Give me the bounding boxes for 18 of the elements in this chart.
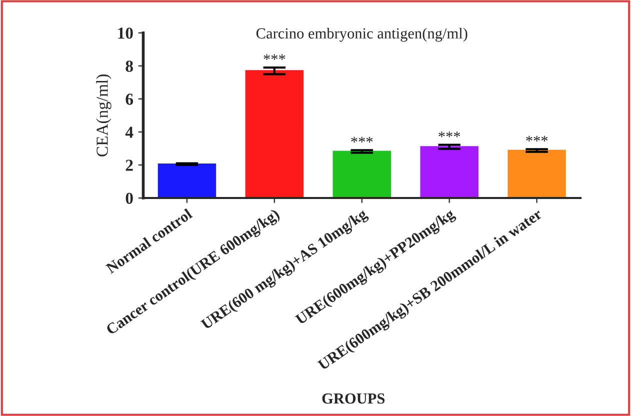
bar xyxy=(508,150,566,198)
bar xyxy=(245,70,304,198)
y-tick-label: 0 xyxy=(126,192,133,204)
bar xyxy=(158,163,216,198)
annotation: *** xyxy=(351,136,373,142)
annotation: *** xyxy=(438,132,460,138)
y-tick-label: 8 xyxy=(126,60,133,72)
bar xyxy=(332,150,391,198)
y-tick-label: 2 xyxy=(126,160,133,171)
y-axis-title: CEA(ng/ml) xyxy=(96,74,112,156)
chart-title: Carcino embryonic antigen(ng/ml) xyxy=(256,28,468,42)
y-tick-label: 10 xyxy=(118,28,133,39)
y-tick-label: 4 xyxy=(125,126,134,138)
annotation: *** xyxy=(264,54,286,60)
bar xyxy=(420,146,478,198)
annotation: *** xyxy=(526,136,548,142)
x-axis-title: GROUPS xyxy=(322,393,385,404)
y-tick-label: 6 xyxy=(126,94,134,105)
